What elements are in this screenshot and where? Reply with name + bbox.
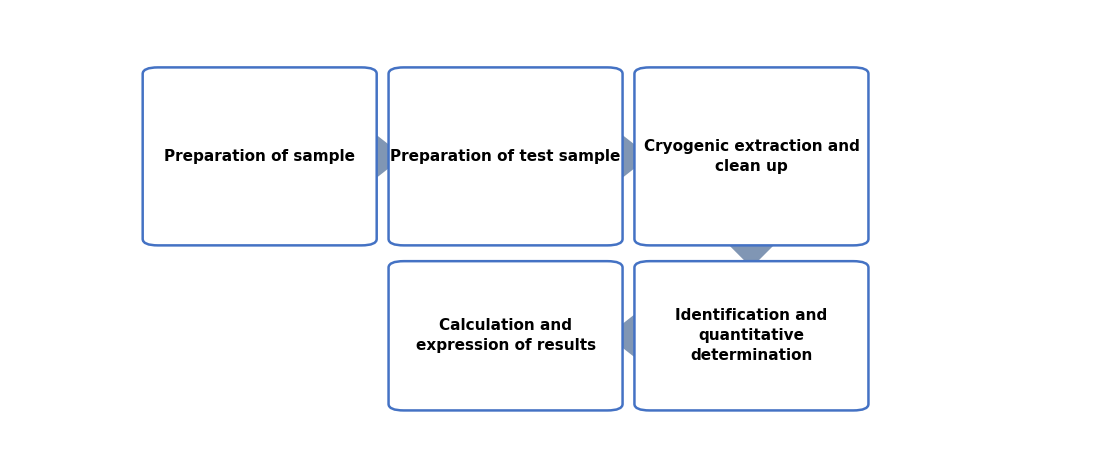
Text: Identification and
quantitative
determination: Identification and quantitative determin… [675, 308, 827, 363]
FancyBboxPatch shape [388, 68, 622, 246]
Text: Cryogenic extraction and
clean up: Cryogenic extraction and clean up [643, 139, 860, 174]
Text: Preparation of sample: Preparation of sample [164, 149, 356, 164]
Polygon shape [607, 133, 650, 180]
Polygon shape [729, 239, 775, 267]
FancyBboxPatch shape [388, 261, 622, 411]
Text: Preparation of test sample: Preparation of test sample [391, 149, 620, 164]
FancyBboxPatch shape [635, 261, 869, 411]
FancyBboxPatch shape [142, 68, 376, 246]
Text: Calculation and
expression of results: Calculation and expression of results [416, 318, 595, 353]
Polygon shape [361, 133, 404, 180]
Polygon shape [607, 313, 650, 359]
FancyBboxPatch shape [635, 68, 869, 246]
